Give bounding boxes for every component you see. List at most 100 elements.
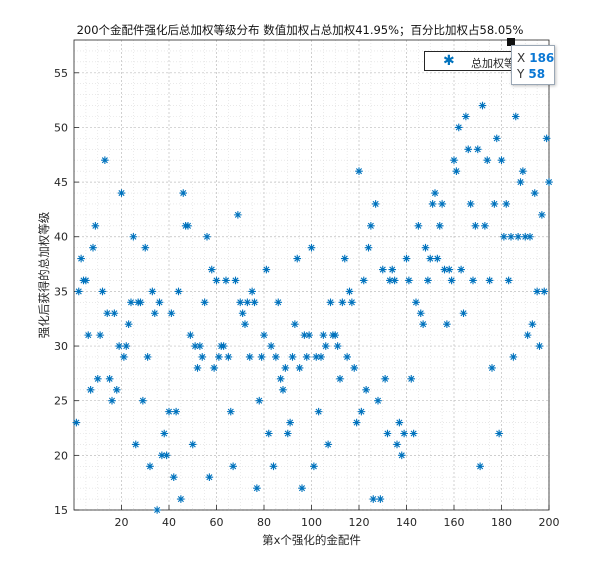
data-point <box>393 440 401 449</box>
data-point <box>369 495 378 503</box>
y-tick-label: 35 <box>54 285 68 298</box>
data-point <box>371 200 380 208</box>
data-point <box>101 156 109 165</box>
x-tick-label: 20 <box>115 516 129 529</box>
data-point <box>540 287 549 296</box>
data-point <box>110 309 119 318</box>
data-point <box>471 222 480 230</box>
data-point <box>129 232 138 241</box>
x-tick-label: 40 <box>162 516 176 529</box>
data-point <box>407 375 416 383</box>
data-point <box>224 353 233 361</box>
data-point <box>367 222 375 230</box>
data-point <box>424 276 432 285</box>
data-point <box>473 145 482 154</box>
data-point <box>281 364 290 372</box>
data-point <box>248 287 256 296</box>
data-point <box>253 484 261 492</box>
data-point <box>502 200 511 208</box>
data-point <box>162 451 171 460</box>
data-point <box>457 265 465 274</box>
datatip[interactable]: X 186 Y 58 <box>511 45 555 85</box>
data-point <box>210 364 218 372</box>
data-point <box>222 276 230 285</box>
data-point <box>105 375 114 383</box>
data-point <box>310 462 318 471</box>
y-axis-label: 强化后获得的总加权等级 <box>37 211 51 338</box>
data-point <box>272 353 280 361</box>
data-point <box>450 156 458 165</box>
x-tick-label: 60 <box>210 516 224 529</box>
data-point <box>184 222 192 230</box>
y-tick-label: 30 <box>54 340 68 353</box>
x-tick-label: 100 <box>301 516 322 529</box>
data-point <box>124 320 133 328</box>
data-point <box>241 320 249 328</box>
data-point <box>495 429 503 438</box>
data-point <box>514 232 522 241</box>
data-point <box>374 396 382 405</box>
data-point <box>452 167 461 175</box>
data-point <box>226 407 235 416</box>
data-point <box>84 331 93 339</box>
data-point <box>497 156 506 165</box>
data-point <box>481 222 489 230</box>
data-point <box>340 254 349 263</box>
data-point <box>504 276 513 285</box>
data-point <box>131 440 140 449</box>
data-point <box>174 287 183 296</box>
y-tick-label: 20 <box>54 449 68 462</box>
data-point <box>326 298 335 307</box>
y-tick-label: 25 <box>54 395 68 408</box>
data-point <box>74 287 83 296</box>
data-point <box>286 418 294 427</box>
datatip-anchor[interactable] <box>507 38 515 46</box>
data-point <box>383 429 392 438</box>
data-point <box>279 385 287 394</box>
y-tick-label: 55 <box>54 67 68 80</box>
data-point <box>203 232 211 241</box>
x-tick-label: 80 <box>257 516 271 529</box>
data-point <box>530 189 539 197</box>
data-point <box>264 429 273 438</box>
data-point <box>414 222 423 230</box>
x-tick-label: 180 <box>491 516 512 529</box>
data-point <box>492 134 501 143</box>
data-point <box>177 495 185 503</box>
data-point <box>440 265 449 274</box>
data-point <box>405 276 413 285</box>
data-point <box>269 462 278 471</box>
data-point <box>362 385 370 394</box>
data-point <box>386 276 394 285</box>
data-point <box>466 200 475 208</box>
x-axis-label: 第x个强化的金配件 <box>262 533 361 547</box>
data-point <box>319 331 328 339</box>
data-point <box>345 287 354 296</box>
data-point <box>169 473 178 482</box>
data-point <box>193 364 202 372</box>
data-point <box>153 506 161 514</box>
data-point <box>158 451 166 460</box>
data-point <box>243 298 252 307</box>
chart-title: 200个金配件强化后总加权等级分布 数值加权占总加权41.95%；百分比加权占5… <box>76 23 524 37</box>
data-point <box>196 342 204 350</box>
plot-background <box>74 40 549 510</box>
data-point <box>469 276 477 285</box>
data-point <box>459 309 468 318</box>
data-point <box>148 287 157 296</box>
data-point <box>288 353 297 361</box>
data-point <box>96 331 104 339</box>
data-point <box>165 407 173 416</box>
data-point <box>86 385 95 394</box>
data-point <box>428 200 437 208</box>
data-point <box>136 298 145 307</box>
x-tick-label: 120 <box>349 516 370 529</box>
data-point <box>215 353 223 361</box>
data-point <box>433 254 442 263</box>
data-point <box>198 353 207 361</box>
data-point <box>359 276 368 285</box>
y-tick-label: 15 <box>54 504 68 517</box>
data-point <box>115 342 123 350</box>
